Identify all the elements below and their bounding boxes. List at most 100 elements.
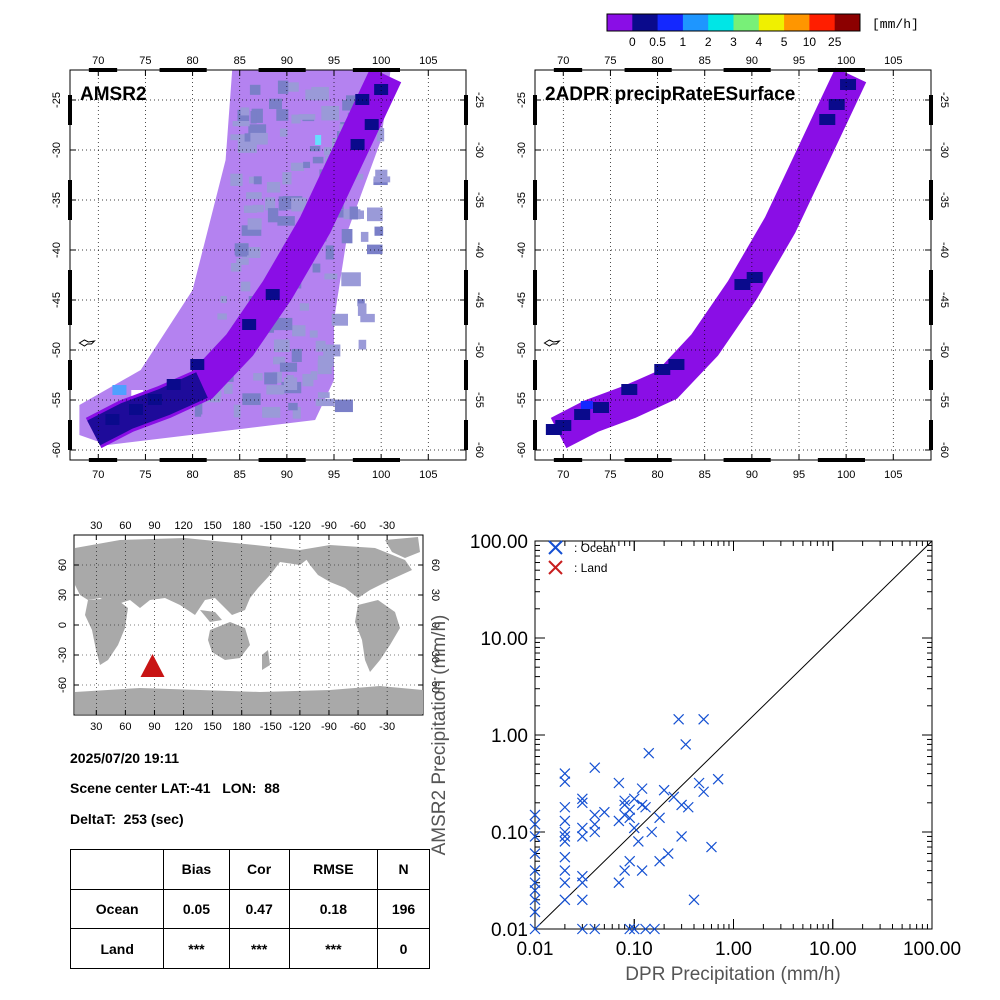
table-cell: Ocean (69, 888, 165, 930)
scatter-point (529, 894, 541, 906)
lat-tick-label-left: -55 (516, 392, 528, 408)
scatter-point (640, 801, 651, 813)
lon-tick-label-bottom: -150 (260, 721, 282, 733)
scatter-point (676, 831, 688, 842)
scatter-point (589, 923, 601, 935)
lat-tick-label-right: -50 (938, 342, 950, 358)
lat-tick-label-right: -25 (473, 92, 485, 108)
table-header-cell: RMSE (288, 849, 379, 890)
amsr2-map-panel: AMSR2 70 70 75 75 80 80 85 85 90 90 95 95 100 100 105 1… (51, 55, 485, 481)
point-stroke (559, 851, 571, 863)
low-rain-cell (266, 385, 285, 395)
low-rain-cell (292, 325, 306, 337)
low-rain-cell (360, 313, 375, 323)
point-stroke (529, 894, 541, 906)
low-rain-cell (315, 340, 326, 352)
lat-tick-label-right: -35 (473, 192, 485, 208)
x-tick-label: 100.00 (903, 939, 961, 960)
colorbar-label: 2 (705, 35, 712, 49)
lon-tick-label-bottom: -30 (379, 721, 395, 733)
lat-tick-label-left: -30 (516, 142, 528, 158)
low-rain-cell (273, 356, 286, 365)
low-rain-cell (360, 231, 369, 242)
lon-tick-label-top: 90 (148, 520, 160, 532)
lon-tick-label-top: 75 (604, 55, 616, 67)
lon-tick-label-bottom: 85 (699, 469, 711, 481)
lon-tick-label-top: 150 (203, 520, 221, 532)
scatter-point (529, 877, 541, 889)
scatter-point (576, 793, 588, 805)
scatter-point (676, 799, 688, 811)
scene-datetime: 2025/07/20 19:11 (70, 750, 179, 766)
colorbar-label: 5 (781, 35, 788, 49)
point-stroke (589, 923, 601, 935)
map-axis-labels: 70 70 75 75 80 80 85 85 90 90 95 95 100 100 105 105 -25 -… (51, 55, 485, 481)
lat-tick-label-right: -30 (429, 647, 441, 663)
scatter-point (559, 865, 571, 877)
lat-tick-label-left: -55 (51, 392, 63, 408)
point-stroke (636, 865, 648, 877)
colorbar-swatch (784, 14, 810, 31)
lat-tick-label-left: -45 (516, 292, 528, 308)
scatter-point (688, 894, 700, 906)
low-rain-cell (272, 371, 282, 383)
statistics-table: Bias Cor RMSE N Ocean 0.05 0.47 0.18 196… (69, 849, 430, 969)
lon-tick-label-top: 95 (793, 55, 805, 67)
point-stroke (676, 831, 688, 842)
scatter-point (646, 826, 658, 838)
y-tick-labels: 0.01 0.10 1.00 10.00 100.00 (470, 532, 528, 941)
scatter-point (576, 822, 588, 834)
delta-t-text: DeltaT: 253 (sec) (70, 811, 184, 827)
low-rain-cell (237, 109, 250, 122)
scatter-point (682, 801, 694, 813)
scatter-point (624, 804, 636, 816)
point-stroke (613, 777, 625, 789)
point-stroke (640, 923, 651, 935)
scatter-point (680, 738, 692, 750)
dark-rain-cell (166, 379, 181, 390)
point-stroke (676, 799, 688, 811)
point-stroke (559, 831, 571, 842)
point-stroke (529, 877, 541, 889)
point-stroke (636, 783, 648, 795)
lat-tick-label-left: -40 (516, 242, 528, 258)
lat-tick-label-right: -60 (938, 442, 950, 458)
scatter-point (662, 848, 674, 859)
point-stroke (643, 747, 655, 759)
low-rain-cell (312, 263, 321, 273)
no-data-cell (131, 390, 144, 396)
x-axis-label: DPR Precipitation (mm/h) (625, 964, 840, 985)
point-stroke (662, 848, 674, 859)
lon-tick-label-top: 105 (884, 55, 902, 67)
low-rain-cell (230, 263, 242, 272)
scatter-point (619, 795, 631, 807)
lat-tick-label-right: -45 (938, 292, 950, 308)
point-stroke (529, 884, 541, 896)
dpr-map-panel: 2ADPR precipRateESurface 70 70 75 75 80 80 85 8… (516, 55, 950, 481)
colorbar-swatch (758, 14, 785, 31)
low-rain-cell (262, 406, 281, 418)
lon-tick-label-top: 90 (281, 55, 293, 67)
point-stroke (559, 801, 571, 813)
low-rain-cell (220, 296, 227, 303)
scatter-point (649, 923, 660, 935)
map-gridlines (535, 70, 931, 460)
point-stroke (559, 894, 571, 906)
y-tick-label: 0.10 (491, 823, 528, 844)
lon-tick-label-bottom: 90 (148, 721, 160, 733)
point-stroke (632, 835, 644, 847)
colorbar: 0 0.5 1 2 3 4 5 10 25 [mm/h] (606, 13, 919, 49)
lat-tick-label-left: -60 (51, 442, 63, 458)
point-stroke (628, 923, 640, 935)
scatter-point (624, 812, 636, 824)
scatter-plot: 0.01 0.10 1.00 10.00 100.00 0.01 0.10 1.00 10.0… (429, 532, 961, 985)
lat-tick-label-right: -30 (938, 142, 950, 158)
low-rain-cell (325, 245, 334, 260)
scatter-point (529, 818, 541, 830)
scatter-point (559, 877, 571, 889)
lon-tick-label-bottom: 60 (119, 721, 131, 733)
low-rain-cell (276, 109, 289, 121)
lon-tick-label-top: 180 (233, 520, 251, 532)
dark-rain-cell (105, 414, 120, 425)
point-stroke (706, 841, 717, 853)
